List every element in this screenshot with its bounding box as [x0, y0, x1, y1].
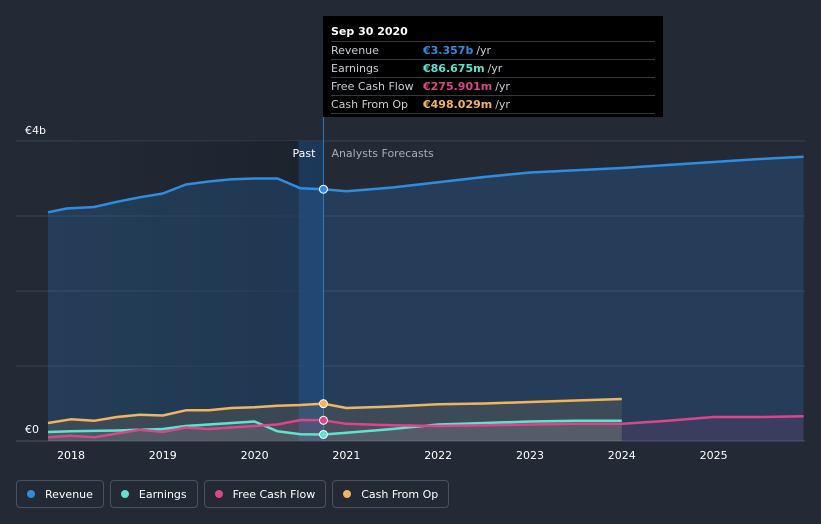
tooltip-row-earnings: Earnings €86.675m /yr — [331, 60, 655, 78]
line-fcf — [47, 415, 804, 439]
area-revenue — [48, 156, 804, 442]
tooltip-row-revenue: Revenue €3.357b /yr — [331, 42, 655, 60]
x-tick-label: 2023 — [516, 449, 544, 462]
x-tick-label: 2018 — [57, 449, 85, 462]
past-region-shade — [48, 141, 324, 441]
legend-item-free-cash-flow[interactable]: Free Cash Flow — [203, 480, 327, 508]
x-tick-label: 2021 — [332, 449, 360, 462]
marker-fcf — [318, 415, 328, 425]
tooltip-unit: /yr — [476, 44, 492, 57]
legend-dot-icon — [214, 490, 223, 498]
tooltip-label: Free Cash Flow — [331, 80, 414, 93]
tooltip-label: Revenue — [331, 44, 379, 57]
legend: Revenue Earnings Free Cash Flow Cash Fro… — [16, 480, 450, 508]
x-tick-label: 2025 — [700, 449, 728, 462]
marker-revenue — [318, 184, 328, 194]
tooltip: Sep 30 2020 Revenue €3.357b /yr Earnings… — [323, 16, 663, 117]
legend-label: Free Cash Flow — [232, 487, 316, 501]
line-cfo — [47, 397, 622, 425]
tooltip-unit: /yr — [495, 80, 510, 93]
forecast-label: Analysts Forecasts — [331, 147, 434, 160]
legend-label: Revenue — [45, 487, 93, 501]
tooltip-row-cfo: Cash From Op €498.029m /yr — [331, 96, 655, 114]
area-cfo — [48, 399, 622, 441]
line-earnings — [47, 419, 622, 436]
tooltip-date: Sep 30 2020 — [331, 23, 655, 42]
tooltip-row-fcf: Free Cash Flow €275.901m /yr — [331, 78, 655, 96]
legend-dot-icon — [343, 490, 352, 498]
x-tick-label: 2020 — [241, 449, 269, 462]
marker-cfo — [318, 399, 328, 409]
x-tick-label: 2024 — [608, 449, 636, 462]
tooltip-label: Earnings — [331, 62, 379, 75]
y-tick-label: €4b — [25, 124, 46, 137]
line-revenue — [47, 155, 804, 214]
x-tick-label: 2022 — [424, 449, 452, 462]
x-tick-label: 2019 — [149, 449, 177, 462]
y-tick-label: €0 — [25, 423, 39, 436]
legend-item-revenue[interactable]: Revenue — [16, 480, 104, 508]
tooltip-label: Cash From Op — [331, 98, 409, 111]
legend-item-cash-from-op[interactable]: Cash From Op — [332, 480, 450, 508]
tooltip-value: €275.901m — [423, 80, 493, 93]
legend-dot-icon — [27, 490, 35, 498]
legend-label: Cash From Op — [361, 487, 439, 501]
tooltip-value: €498.029m — [423, 98, 493, 111]
tooltip-value: €86.675m — [423, 62, 485, 75]
past-label: Past — [293, 147, 317, 160]
legend-dot-icon — [120, 490, 129, 498]
area-fcf — [48, 416, 804, 441]
marker-earnings — [318, 429, 328, 439]
legend-item-earnings[interactable]: Earnings — [109, 480, 198, 508]
legend-label: Earnings — [138, 487, 187, 501]
tooltip-value: €3.357b — [423, 44, 474, 57]
tooltip-unit: /yr — [487, 62, 503, 75]
tooltip-unit: /yr — [495, 98, 510, 111]
